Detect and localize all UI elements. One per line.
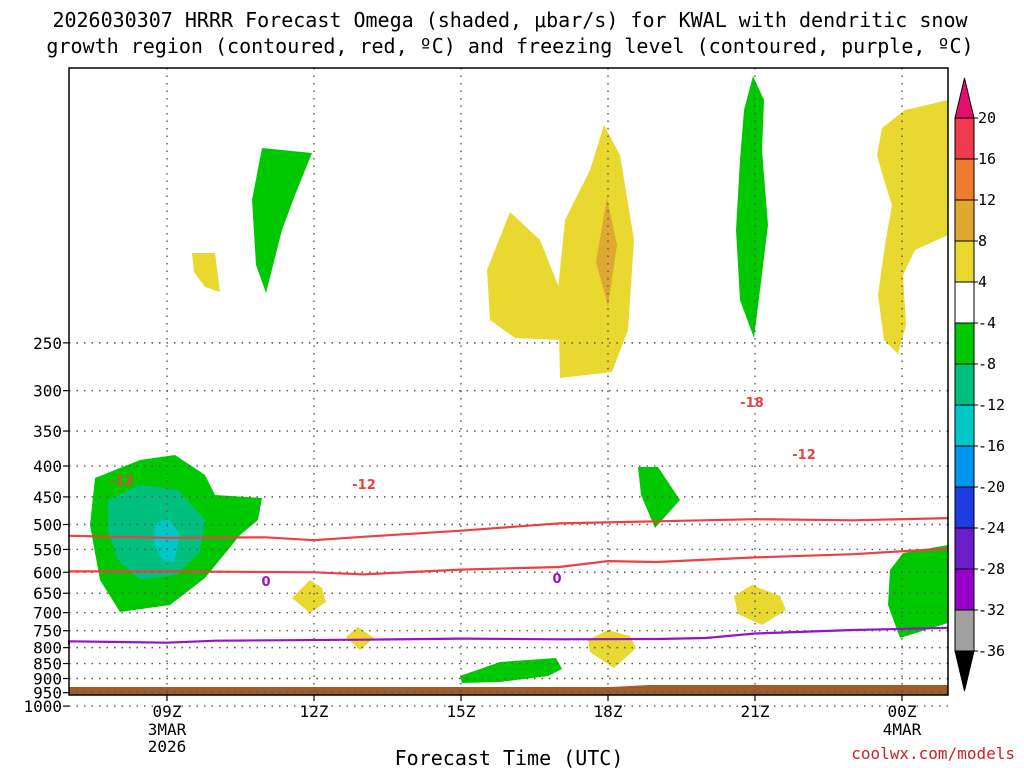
contour-labels: -18 -12 -12 -12 0 0 [110,396,816,590]
omega-region-green-00z-low [888,545,948,638]
colorbar-label: -28 [978,560,1005,578]
x-tick-label: 00Z [888,702,917,721]
plot-area [69,68,948,695]
y-tick-label: 900 [33,669,62,688]
x-tick-label: 15Z [447,702,476,721]
contour-minus12-isotherm [69,547,949,576]
colorbar-label: -16 [978,437,1005,455]
omega-region-green-19z [638,467,680,528]
colorbar-swatch [954,445,975,488]
omega-region-yellow-10z [192,253,220,292]
y-tick-label: 600 [33,563,62,582]
contour-label-minus12-b: -12 [352,478,376,493]
x-tick-label: 12Z [300,702,329,721]
y-tick-label: 550 [33,540,62,559]
x-tick-sublabel: 2026 [148,737,187,756]
contour-label-minus12-c: -12 [792,448,816,463]
colorbar: 20 16 12 8 4 -4 -8 -12 -16 -20 -24 -28 -32 -36 [954,77,1005,692]
y-tick-label: 800 [33,639,62,658]
omega-region-yellow-00z [877,100,948,354]
colorbar-bottom-arrow [954,650,975,692]
contour-freezing-level [67,626,949,645]
plot-border [68,67,949,696]
colorbar-label: 12 [978,191,996,209]
omega-region-yellow-12z-low [292,580,326,613]
y-tick-label: 400 [33,457,62,476]
omega-region-yellow-16z [487,212,560,340]
credit-text: coolwx.com/models [851,744,1015,763]
contour-label-minus12-a: -12 [110,474,134,489]
colorbar-label: 8 [978,232,987,250]
colorbar-swatch [954,363,975,406]
colorbar-label: 4 [978,273,987,291]
colorbar-swatch [954,404,975,447]
omega-region-green-11z [252,148,312,293]
omega-region-yellow-18z [558,125,634,378]
colorbar-swatch [954,199,975,242]
y-tick-label: 700 [33,604,62,623]
colorbar-swatch [954,322,975,365]
y-tick-label: 300 [33,382,62,401]
x-tick-label: 21Z [741,702,770,721]
colorbar-top-arrow [954,77,975,119]
contours [67,517,949,645]
y-tick-label: 250 [33,334,62,353]
contour-label-minus18: -18 [740,396,764,411]
x-tick-sublabel: 3MAR [148,720,187,739]
colorbar-swatch [954,117,975,160]
omega-region-yellow-13z-low [346,627,374,650]
y-tick-label: 950 [33,684,62,703]
colorbar-swatch [954,527,975,570]
colorbar-swatch [954,486,975,529]
colorbar-swatch [954,609,975,652]
colorbar-swatch [954,568,975,611]
chart-title-line2: growth region (contoured, red, ºC) and f… [46,34,973,58]
colorbar-label: -8 [978,355,996,373]
colorbar-label: -20 [978,478,1005,496]
omega-region-green-21z [736,76,768,338]
y-tick-label: 450 [33,488,62,507]
chart-title-line1: 2026030307 HRRR Forecast Omega (shaded, … [52,8,968,32]
colorbar-label: 20 [978,109,996,127]
colorbar-label: -24 [978,519,1005,537]
y-tick-label: 850 [33,655,62,674]
colorbar-label: -36 [978,642,1005,660]
y-tick-label: 500 [33,515,62,534]
terrain-surface [69,685,948,695]
x-tick-label: 18Z [594,702,623,721]
y-tick-label: 1000 [23,697,62,716]
contour-minus18-isotherm [68,517,949,542]
colorbar-swatch [954,158,975,201]
colorbar-label: -4 [978,314,996,332]
y-axis-ticks: 2503003504004505005506006507007508008509… [23,334,69,716]
y-tick-label: 750 [33,622,62,641]
omega-region-green-16z-surface [460,658,562,683]
contour-label-zero-a: 0 [261,575,270,590]
colorbar-label: -12 [978,396,1005,414]
x-axis-title: Forecast Time (UTC) [395,746,624,768]
omega-region-yellow-21z-low [734,585,786,625]
y-tick-label: 650 [33,584,62,603]
omega-shading [90,76,948,683]
x-tick-sublabel: 4MAR [883,720,922,739]
contour-label-zero-b: 0 [552,572,561,587]
omega-region-orange-18z [596,198,617,306]
x-tick-label: 09Z [153,702,182,721]
omega-region-cyan-09z [154,518,180,562]
y-tick-label: 350 [33,422,62,441]
colorbar-label: 16 [978,150,996,168]
colorbar-swatch [954,240,975,283]
colorbar-swatch [954,281,975,324]
colorbar-label: -32 [978,601,1005,619]
